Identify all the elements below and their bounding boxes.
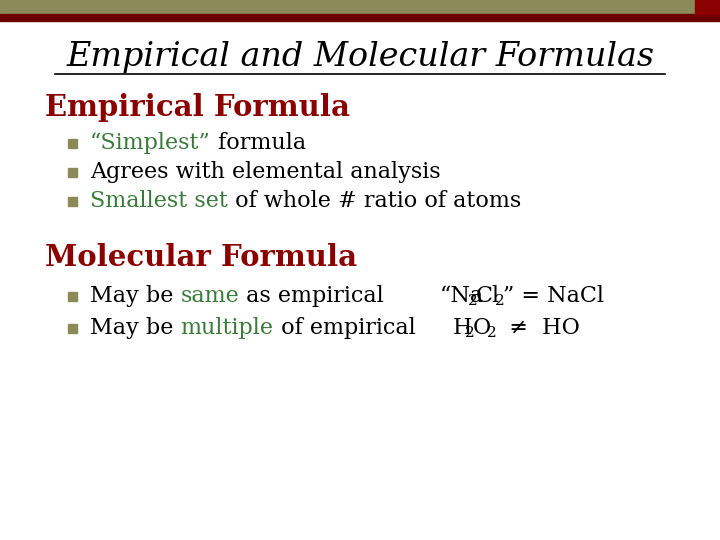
Text: same: same <box>181 285 239 307</box>
Bar <box>68 167 76 177</box>
Bar <box>68 323 76 333</box>
Text: May be: May be <box>90 285 181 307</box>
Text: “Na: “Na <box>440 285 484 307</box>
Bar <box>68 197 76 206</box>
Text: O: O <box>473 317 491 339</box>
Bar <box>0 0 720 14</box>
Text: ” = NaCl: ” = NaCl <box>503 285 604 307</box>
Text: Molecular Formula: Molecular Formula <box>45 244 357 273</box>
Bar <box>0 14 720 21</box>
Text: of whole # ratio of atoms: of whole # ratio of atoms <box>228 190 521 212</box>
Text: 2: 2 <box>465 326 474 340</box>
Text: Agrees with elemental analysis: Agrees with elemental analysis <box>90 161 441 183</box>
Text: Smallest set: Smallest set <box>90 190 228 212</box>
Bar <box>68 138 76 147</box>
Text: ≠  HO: ≠ HO <box>495 317 580 339</box>
Bar <box>68 292 76 300</box>
Text: H: H <box>453 317 472 339</box>
Text: Empirical and Molecular Formulas: Empirical and Molecular Formulas <box>66 41 654 73</box>
Text: Cl: Cl <box>476 285 500 307</box>
Text: multiple: multiple <box>181 317 274 339</box>
Bar <box>695 0 720 14</box>
Text: of empirical: of empirical <box>274 317 415 339</box>
Text: 2: 2 <box>495 294 505 308</box>
Text: 2: 2 <box>487 326 497 340</box>
Text: May be: May be <box>90 317 181 339</box>
Text: as empirical: as empirical <box>239 285 384 307</box>
Text: “Simplest”: “Simplest” <box>90 132 211 154</box>
Text: 2: 2 <box>468 294 478 308</box>
Text: Empirical Formula: Empirical Formula <box>45 93 350 123</box>
Text: formula: formula <box>211 132 306 154</box>
